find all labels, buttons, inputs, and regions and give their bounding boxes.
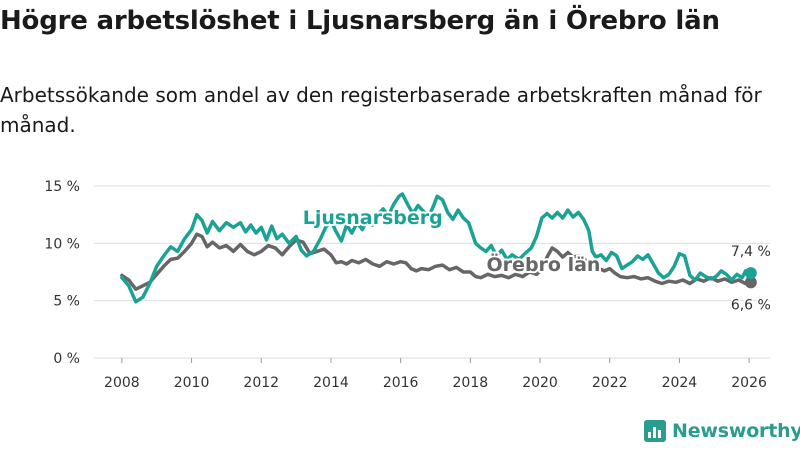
series-line-orebro-lan xyxy=(120,232,753,291)
newsworthy-logo: Newsworthy xyxy=(644,420,800,442)
series-label-ljusnarsberg: Ljusnarsberg xyxy=(303,207,443,229)
x-tick-label-2016: 2016 xyxy=(383,375,419,391)
last-value-label-orebro-lan: 6,6 % xyxy=(731,297,771,313)
series-label-orebro-lan: Örebro län xyxy=(487,252,601,276)
chart-title: Högre arbetslöshet i Ljusnarsberg än i Ö… xyxy=(0,6,720,36)
series-lines xyxy=(120,192,757,304)
x-tick-label-2014: 2014 xyxy=(313,375,349,391)
end-point-ljusnarsberg xyxy=(744,267,757,280)
x-tick-label-2024: 2024 xyxy=(662,375,698,391)
end-point-orebro-lan xyxy=(744,276,757,289)
x-tick-label-2012: 2012 xyxy=(243,375,279,391)
series-line-ljusnarsberg xyxy=(120,192,753,304)
y-axis-ticks: 0 % 5 % 10 % 15 % xyxy=(44,179,80,367)
bar-chart-icon xyxy=(644,420,666,442)
last-value-label-ljusnarsberg: 7,4 % xyxy=(731,244,771,260)
y-tick-label-15: 15 % xyxy=(44,179,80,195)
x-tick-label-2018: 2018 xyxy=(453,375,489,391)
y-tick-label-10: 10 % xyxy=(44,236,80,252)
y-tick-label-5: 5 % xyxy=(53,294,80,310)
brand-name: Newsworthy xyxy=(672,420,800,442)
line-chart: 0 %5 %10 %15 % 2008 2010 2012 2014 2016 2018 2… xyxy=(44,179,773,391)
x-tick-label-2022: 2022 xyxy=(592,375,628,391)
x-tick-label-2026: 2026 xyxy=(731,375,767,391)
x-tick-label-2008: 2008 xyxy=(104,375,140,391)
y-tick-label-0: 0 % xyxy=(53,351,80,367)
series-labels: Ljusnarsberg Örebro län 7,4 % 6,6 % xyxy=(301,205,773,315)
x-axis-ticks: 2008 2010 2012 2014 2016 2018 2020 2022 2024 2026 xyxy=(104,358,767,391)
x-tick-label-2010: 2010 xyxy=(174,375,210,391)
x-tick-label-2020: 2020 xyxy=(522,375,558,391)
chart-subtitle: Arbetssökande som andel av den registerb… xyxy=(0,83,762,137)
